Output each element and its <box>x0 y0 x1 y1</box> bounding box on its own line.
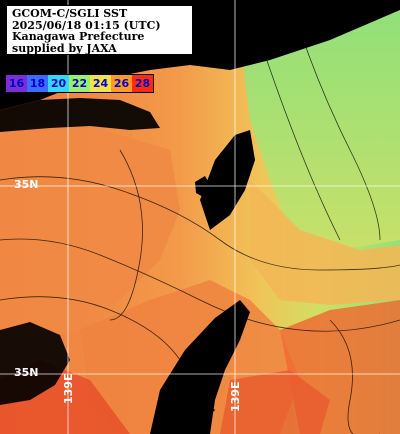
title-datetime: 2025/06/18 01:15 (UTC) <box>12 18 161 32</box>
legend-item-28: 28 <box>132 75 153 92</box>
title-source: supplied by JAXA <box>12 41 117 55</box>
land-southwest <box>0 322 70 405</box>
sea-east-mid <box>250 180 400 305</box>
legend-item-18: 18 <box>27 75 48 92</box>
land-south-island <box>170 395 215 425</box>
title-product: GCOM-C/SGLI SST <box>12 7 128 20</box>
title-region: Kanagawa Prefecture <box>12 30 145 44</box>
lon-label-139e-left: 139E <box>62 373 75 404</box>
legend-item-16: 16 <box>6 75 27 92</box>
legend-item-20: 20 <box>48 75 69 92</box>
color-legend: 16 18 20 22 24 26 28 <box>5 74 154 93</box>
lon-label-139e-right: 139E <box>229 381 242 412</box>
legend-item-24: 24 <box>90 75 111 92</box>
lat-label-35n-bottom: 35N <box>14 366 39 379</box>
contour-lines <box>0 29 400 434</box>
title-box: GCOM-C/SGLI SST 2025/06/18 01:15 (UTC) K… <box>6 5 193 55</box>
sea-east-cool <box>240 0 400 250</box>
sea-hot-southeast <box>220 370 330 434</box>
legend-item-22: 22 <box>69 75 90 92</box>
legend-item-26: 26 <box>111 75 132 92</box>
land-central-point <box>195 176 212 198</box>
lat-label-35n-top: 35N <box>14 178 39 191</box>
land-peninsula-central <box>200 130 255 230</box>
land-northwest-bay <box>0 98 160 132</box>
